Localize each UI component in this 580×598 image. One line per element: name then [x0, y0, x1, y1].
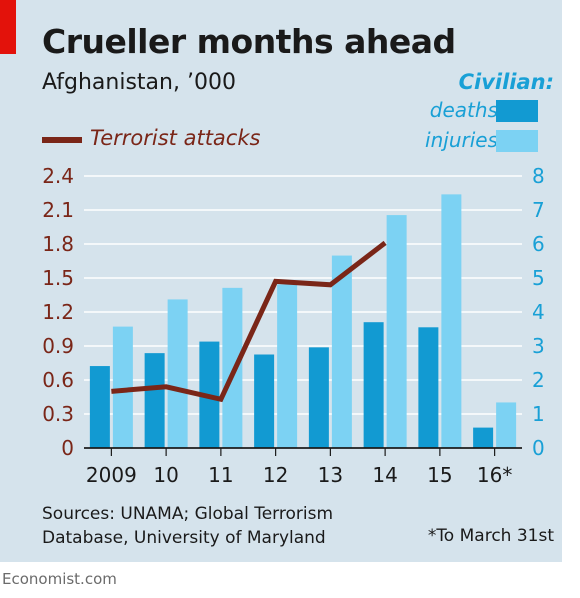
right-tick-label: 5 [532, 266, 545, 290]
left-tick-label: 0 [61, 436, 74, 460]
right-tick-label: 6 [532, 232, 545, 256]
right-tick-label: 2 [532, 368, 545, 392]
chart-title: Crueller months ahead [42, 22, 456, 61]
right-tick-label: 3 [532, 334, 545, 358]
right-tick-label: 0 [532, 436, 545, 460]
legend-header: Civilian: [458, 70, 554, 94]
bar-injuries [277, 284, 298, 448]
left-tick-label: 0.3 [42, 402, 74, 426]
bar-injuries [386, 215, 407, 448]
category-label: 10 [153, 463, 178, 487]
right-tick-label: 7 [532, 198, 545, 222]
left-tick-label: 1.5 [42, 266, 74, 290]
right-tick-label: 1 [532, 402, 545, 426]
left-tick-label: 1.2 [42, 300, 74, 324]
left-tick-label: 2.4 [42, 164, 74, 188]
bar-deaths [89, 366, 110, 448]
category-label: 2009 [86, 463, 137, 487]
bar-injuries [496, 402, 517, 448]
bar-deaths [418, 327, 439, 448]
left-tick-label: 2.1 [42, 198, 74, 222]
legend-deaths-label: deaths [429, 98, 498, 122]
category-label: 14 [372, 463, 397, 487]
left-tick-label: 0.6 [42, 368, 74, 392]
category-label: 13 [318, 463, 343, 487]
right-tick-label: 8 [532, 164, 545, 188]
bar-deaths [473, 427, 494, 448]
legend-injuries-label: injuries [425, 128, 498, 152]
chart-subtitle: Afghanistan, ’000 [42, 70, 236, 95]
bar-deaths [308, 347, 329, 448]
left-tick-label: 0.9 [42, 334, 74, 358]
bar-injuries [441, 194, 462, 448]
category-label: 15 [427, 463, 452, 487]
category-label: 11 [208, 463, 233, 487]
footnote: *To March 31st [427, 526, 554, 546]
category-label: 16* [477, 463, 512, 487]
economist-brand: Economist.com [2, 570, 117, 588]
left-tick-label: 1.8 [42, 232, 74, 256]
bar-injuries [222, 287, 243, 448]
line-terrorist-attacks [111, 240, 387, 403]
bar-injuries [167, 299, 188, 448]
legend-attacks-label: Terrorist attacks [90, 126, 261, 150]
legend-deaths-swatch [496, 100, 538, 122]
category-label: 12 [263, 463, 288, 487]
bar-deaths [254, 354, 275, 448]
source-note: Sources: UNAMA; Global Terrorism Databas… [42, 504, 334, 548]
legend-attacks-swatch [42, 137, 82, 143]
right-tick-label: 4 [532, 300, 545, 324]
legend-injuries-swatch [496, 130, 538, 152]
bar-injuries [112, 326, 133, 448]
bar-injuries [331, 255, 352, 448]
bar-deaths [144, 353, 165, 448]
brand-tag [0, 0, 16, 54]
bar-deaths [363, 322, 384, 448]
